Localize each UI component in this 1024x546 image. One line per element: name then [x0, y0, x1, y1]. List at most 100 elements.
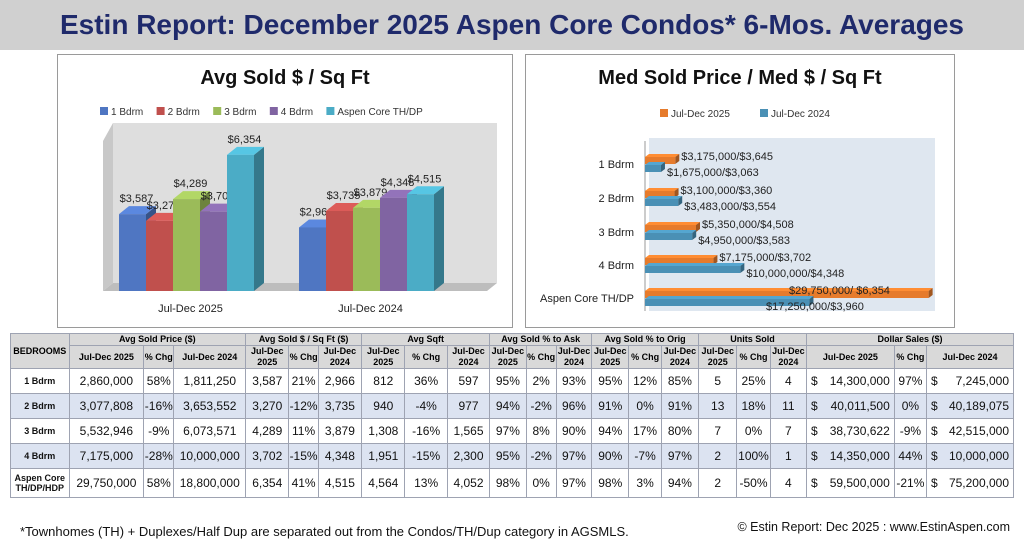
table-cell: $14,350,000 — [806, 443, 895, 469]
table-cell: 91% — [660, 393, 700, 419]
table-cell: -16% — [404, 418, 448, 444]
currency-symbol: $ — [811, 424, 818, 438]
table-cell: -28% — [143, 443, 175, 469]
table-cell: 58% — [143, 468, 175, 498]
subheader-chg: % Chg — [525, 345, 557, 369]
data-label-3-bdrm-jul-dec-2024: $3,879 — [354, 187, 388, 199]
data-label-jul-dec-2025-1-bdrm: $3,175,000/$3,645 — [681, 151, 773, 163]
table-cell: $10,000,000 — [926, 443, 1014, 469]
legend-label-3-bdrm: 3 Bdrm — [224, 107, 256, 118]
dollar-value: 14,350,000 — [829, 449, 890, 463]
legend-label-2-bdrm: 2 Bdrm — [168, 107, 200, 118]
data-label-jul-dec-2025-aspen-core-th-dp: $29,750,000/ $6,354 — [789, 285, 890, 297]
table-cell: 97% — [660, 443, 700, 469]
bar-jul-dec-2024-4-bdrm — [645, 263, 745, 273]
subheader-jul-dec-2025: Jul-Dec 2025 — [698, 345, 738, 369]
currency-symbol: $ — [811, 476, 818, 490]
table-cell: $40,189,075 — [926, 393, 1014, 419]
data-label-jul-dec-2024-4-bdrm: $10,000,000/$4,348 — [746, 268, 844, 280]
group-header-units-sold: Units Sold — [698, 333, 807, 346]
data-label-jul-dec-2025-3-bdrm: $5,350,000/$4,508 — [702, 219, 794, 231]
table-cell: -15% — [288, 443, 319, 469]
dollar-value: 40,011,500 — [830, 399, 890, 413]
table-cell: 2 — [698, 443, 738, 469]
table-cell: 4,348 — [317, 443, 363, 469]
table-cell: 25% — [736, 368, 771, 394]
table-cell: 4,289 — [245, 418, 290, 444]
table-cell: 11% — [288, 418, 319, 444]
table-cell: 977 — [446, 393, 491, 419]
table-cell: 2,860,000 — [68, 368, 145, 394]
table-cell: 1,811,250 — [173, 368, 247, 394]
data-label-2-bdrm-jul-dec-2025: $3,270 — [147, 200, 181, 212]
table-cell: 6,073,571 — [173, 418, 247, 444]
legend-swatch-1-bdrm — [100, 107, 108, 115]
table-cell: 17% — [628, 418, 662, 444]
table-cell: -12% — [288, 393, 319, 419]
subheader-jul-dec-2025: Jul-Dec 2025 — [489, 345, 527, 369]
avg-sold-per-sqft-chart-panel: Avg Sold $ / Sq Ft 1 Bdrm 2 Bdrm 3 Bdrm 4 B… — [57, 54, 513, 328]
table-row: 2 Bdrm 3,077,808 -16% 3,653,552 3,270 -12% 3,7… — [10, 393, 1014, 419]
subheader-chg: % Chg — [736, 345, 771, 369]
bar-jul-dec-2024-3-bdrm — [645, 230, 697, 240]
table-cell: 90% — [591, 443, 630, 469]
data-label-aspen-core-th-dp-jul-dec-2025: $6,354 — [228, 134, 262, 146]
subheader-jul-dec-2024: Jul-Dec 2024 — [660, 345, 700, 369]
table-cell: 93% — [555, 368, 593, 394]
legend-swatch-2-bdrm — [156, 107, 165, 115]
chart-back-wall-left — [103, 123, 113, 291]
table-cell: 91% — [591, 393, 630, 419]
table-cell: 597 — [446, 368, 491, 394]
table-cell: 812 — [361, 368, 406, 394]
table-cell: 18,800,000 — [173, 468, 247, 498]
table-cell: 94% — [660, 468, 700, 498]
table-cell: $38,730,622 — [806, 418, 895, 444]
table-cell: 58% — [143, 368, 175, 394]
subheader-jul-dec-2024: Jul-Dec 2024 — [446, 345, 491, 369]
table-cell: 21% — [288, 368, 319, 394]
table-cell: 12% — [628, 368, 662, 394]
table-cell: -2% — [525, 443, 557, 469]
bar-aspen-core-th-dp-jul-dec-2025 — [227, 146, 264, 291]
credit-line: © Estin Report: Dec 2025 : www.EstinAspe… — [737, 520, 1010, 534]
table-cell: $7,245,000 — [926, 368, 1014, 394]
table-cell: 44% — [893, 443, 928, 469]
median-sold-chart-panel: Med Sold Price / Med $ / Sq Ft Jul-Dec 2… — [525, 54, 955, 328]
table-cell: 98% — [591, 468, 630, 498]
table-cell: -4% — [404, 393, 448, 419]
table-cell: 97% — [555, 468, 593, 498]
legend-label-1-bdrm: 1 Bdrm — [111, 107, 143, 118]
data-label-4-bdrm-jul-dec-2024: $4,348 — [381, 177, 415, 189]
currency-symbol: $ — [931, 424, 938, 438]
avg-sqft-chart-title: Avg Sold $ / Sq Ft — [200, 67, 370, 89]
data-label-3-bdrm-jul-dec-2025: $4,289 — [174, 178, 208, 190]
subheader-jul-dec-2024: Jul-Dec 2024 — [555, 345, 593, 369]
group-header-avg-sold-price: Avg Sold Price ($) — [68, 333, 247, 346]
bar-jul-dec-2025-aspen-core-th-dp — [645, 288, 933, 298]
table-cell: 98% — [489, 468, 527, 498]
table-cell: 940 — [361, 393, 406, 419]
subheader-jul-dec-2024: Jul-Dec 2024 — [926, 345, 1014, 369]
bar-jul-dec-2025-3-bdrm — [645, 222, 701, 232]
table-cell: 2,966 — [317, 368, 363, 394]
group-header-avg-sold-to-orig: Avg Sold % to Orig — [591, 333, 700, 346]
legend-swatch-jul-dec-2025 — [660, 109, 668, 117]
table-cell: 3,702 — [245, 443, 290, 469]
table-row: Aspen Core TH/DP/HDP 29,750,000 58% 18,800,… — [10, 468, 1014, 498]
bar-jul-dec-2024-aspen-core-th-dp — [645, 296, 814, 306]
bedrooms-header: BEDROOMS — [10, 333, 70, 369]
median-chart-title: Med Sold Price / Med $ / Sq Ft — [598, 67, 882, 89]
subheader-jul-dec-2025: Jul-Dec 2025 — [361, 345, 406, 369]
table-cell: 0% — [525, 468, 557, 498]
row-label: 3 Bdrm — [10, 418, 70, 444]
subheader-jul-dec-2025: Jul-Dec 2025 — [245, 345, 290, 369]
table-cell: 3,077,808 — [68, 393, 145, 419]
table-cell: 97% — [555, 443, 593, 469]
subheader-jul-dec-2025: Jul-Dec 2025 — [68, 345, 145, 369]
dollar-value: 10,000,000 — [948, 449, 1009, 463]
table-cell: 7 — [769, 418, 808, 444]
table-cell: -9% — [893, 418, 928, 444]
category-label-4-bdrm: 4 Bdrm — [599, 260, 634, 272]
table-cell: 0% — [736, 418, 771, 444]
report-banner: Estin Report: December 2025 Aspen Core C… — [0, 0, 1024, 50]
